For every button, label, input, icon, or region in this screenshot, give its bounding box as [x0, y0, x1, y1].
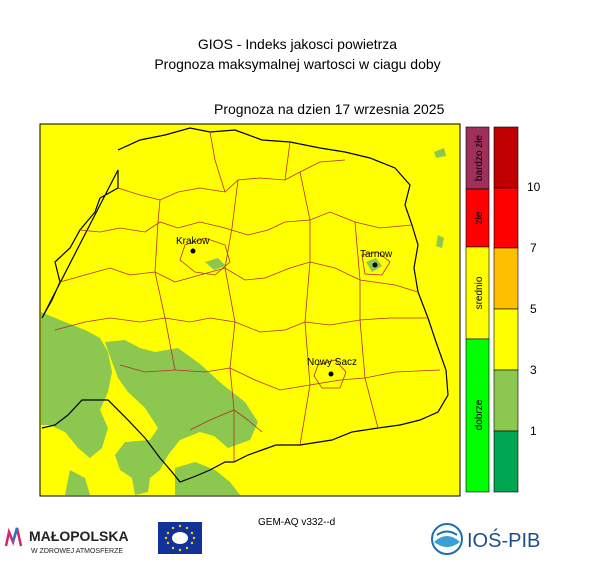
county-borders — [54, 131, 441, 462]
malopolska-logo-title: MAŁOPOLSKA — [29, 528, 129, 544]
city-dot-krakow — [190, 248, 196, 254]
good-air-areas — [41, 148, 446, 495]
scale-band-3 — [493, 308, 519, 371]
category-good — [465, 338, 490, 493]
city-markers: Krakow Tarnow Nowy Sacz — [176, 236, 393, 377]
ios-pib-logo-text: IOŚ-PIB — [467, 528, 540, 552]
malopolska-logo: MAŁOPOLSKA W ZDROWEJ ATMOSFERZE — [4, 527, 129, 555]
scale-band-1 — [493, 430, 519, 493]
city-dot-nowy-sacz — [328, 371, 334, 377]
scale-tick-3: 3 — [530, 363, 537, 377]
category-label-moderate: srednio — [474, 276, 485, 309]
ios-pib-logo: IOŚ-PIB — [431, 523, 540, 555]
category-label-good: dobrze — [474, 399, 485, 430]
value-scale: 1 3 5 7 10 — [493, 126, 541, 493]
map-title: GIOS - Indeks jakosci powietrza — [197, 36, 398, 52]
scale-band-2 — [493, 369, 519, 432]
forecast-date: Prognoza na dzien 17 wrzesnia 2025 — [214, 101, 445, 117]
category-label-bad: złe — [474, 211, 485, 224]
category-label-very-bad: bardzo złe — [474, 134, 485, 181]
city-dot-tarnow — [372, 262, 378, 268]
scale-tick-1: 1 — [530, 424, 537, 438]
model-version: GEM-AQ v332--d — [258, 517, 335, 528]
scale-tick-5: 5 — [530, 302, 537, 316]
scale-band-4 — [493, 247, 519, 310]
map-subtitle: Prognoza maksymalnej wartosci w ciagu do… — [154, 56, 441, 72]
eu-life-logo — [158, 522, 202, 554]
city-label-krakow: Krakow — [176, 236, 210, 247]
city-label-nowy-sacz: Nowy Sacz — [307, 357, 357, 368]
city-label-tarnow: Tarnow — [360, 249, 393, 260]
malopolska-logo-subtitle: W ZDROWEJ ATMOSFERZE — [31, 548, 123, 555]
scale-band-5 — [493, 187, 519, 249]
life-leaf-icon — [172, 532, 188, 544]
scale-tick-10: 10 — [527, 180, 541, 194]
scale-tick-7: 7 — [530, 241, 537, 255]
scale-band-6 — [493, 126, 519, 189]
category-legend: bardzo złe złe srednio dobrze — [465, 126, 490, 493]
